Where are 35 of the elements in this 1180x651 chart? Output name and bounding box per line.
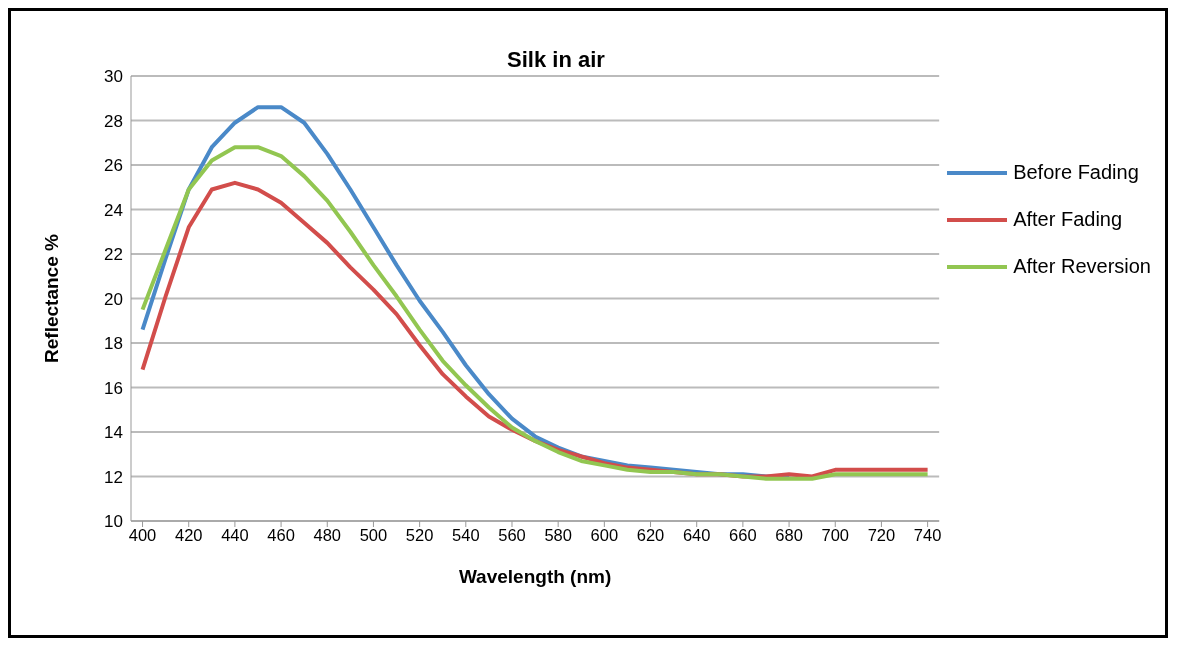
chart-title: Silk in air <box>506 47 606 73</box>
y-axis-title: Reflectance % <box>40 233 62 363</box>
x-tick-label: 400 <box>128 525 157 544</box>
x-tick-label: 680 <box>775 525 803 544</box>
y-tick-label: 20 <box>104 289 123 309</box>
legend-label: After Reversion <box>1013 255 1151 278</box>
x-tick-label: 540 <box>452 525 480 544</box>
x-axis-title: Wavelength (nm) <box>458 566 612 587</box>
x-tick-label: 440 <box>221 525 249 544</box>
y-tick-label: 12 <box>104 467 123 487</box>
x-tick-label: 480 <box>313 525 342 544</box>
x-tick-label: 520 <box>405 525 434 544</box>
x-tick-label: 640 <box>682 525 711 544</box>
x-tick-label: 740 <box>913 525 942 544</box>
x-tick-label: 500 <box>359 525 388 544</box>
y-tick-label: 30 <box>104 67 123 87</box>
y-tick-label: 16 <box>104 378 123 398</box>
x-tick-label: 720 <box>867 525 896 544</box>
y-tick-label: 22 <box>104 245 123 265</box>
x-tick-label: 700 <box>821 525 850 544</box>
x-tick-label: 660 <box>729 525 757 544</box>
x-tick-label: 420 <box>174 525 203 544</box>
y-tick-label: 26 <box>104 156 123 176</box>
x-tick-label: 560 <box>498 525 526 544</box>
x-tick-label: 460 <box>267 525 295 544</box>
y-tick-label: 10 <box>104 512 123 532</box>
legend-label: Before Fading <box>1013 161 1139 184</box>
y-tick-label: 28 <box>104 111 123 131</box>
legend-label: After Fading <box>1013 208 1123 231</box>
y-tick-label: 24 <box>104 200 123 220</box>
x-tick-label: 600 <box>590 525 619 544</box>
x-tick-label: 580 <box>544 525 572 544</box>
x-tick-label: 620 <box>636 525 665 544</box>
y-tick-label: 14 <box>104 423 123 443</box>
y-tick-label: 18 <box>104 334 123 354</box>
